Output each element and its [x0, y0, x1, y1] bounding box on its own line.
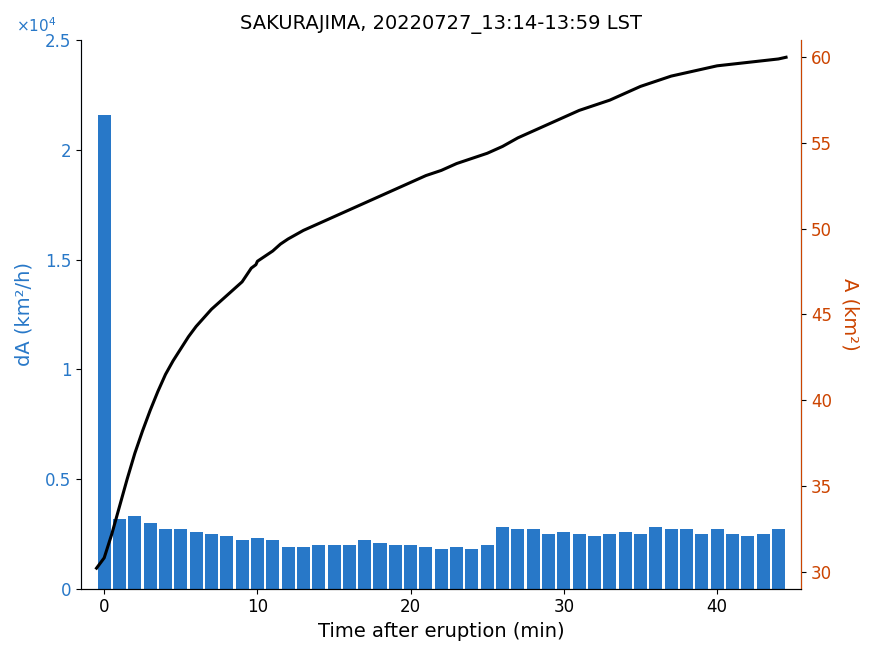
Bar [604, 534, 616, 588]
Bar [649, 527, 662, 588]
X-axis label: Time after eruption (min): Time after eruption (min) [318, 622, 564, 641]
Bar [527, 529, 540, 588]
Bar [312, 545, 326, 588]
Bar [710, 529, 724, 588]
Bar [572, 534, 585, 588]
Bar [665, 529, 677, 588]
Bar [634, 534, 647, 588]
Bar [190, 531, 203, 588]
Bar [726, 534, 738, 588]
Bar [159, 529, 172, 588]
Bar [757, 534, 770, 588]
Bar [741, 536, 754, 588]
Bar [282, 547, 295, 588]
Bar [480, 545, 494, 588]
Title: SAKURAJIMA, 20220727_13:14-13:59 LST: SAKURAJIMA, 20220727_13:14-13:59 LST [241, 15, 642, 34]
Bar [266, 541, 279, 588]
Bar [511, 529, 524, 588]
Bar [358, 541, 371, 588]
Bar [388, 545, 402, 588]
Bar [496, 527, 509, 588]
Bar [619, 531, 632, 588]
Bar [251, 539, 264, 588]
Bar [557, 531, 570, 588]
Bar [174, 529, 187, 588]
Bar [450, 547, 463, 588]
Y-axis label: dA (km²/h): dA (km²/h) [15, 262, 34, 367]
Bar [419, 547, 432, 588]
Y-axis label: A (km²): A (km²) [841, 278, 860, 351]
Bar [235, 541, 248, 588]
Bar [205, 534, 218, 588]
Bar [144, 523, 157, 588]
Bar [542, 534, 555, 588]
Bar [129, 516, 142, 588]
Bar [466, 549, 479, 588]
Bar [680, 529, 693, 588]
Bar [772, 529, 785, 588]
Bar [113, 518, 126, 588]
Bar [327, 545, 340, 588]
Bar [435, 549, 448, 588]
Bar [343, 545, 356, 588]
Bar [98, 115, 111, 588]
Bar [220, 536, 234, 588]
Bar [297, 547, 310, 588]
Bar [404, 545, 417, 588]
Text: $\times10^{4}$: $\times10^{4}$ [17, 16, 57, 35]
Bar [696, 534, 708, 588]
Bar [588, 536, 601, 588]
Bar [374, 543, 387, 588]
